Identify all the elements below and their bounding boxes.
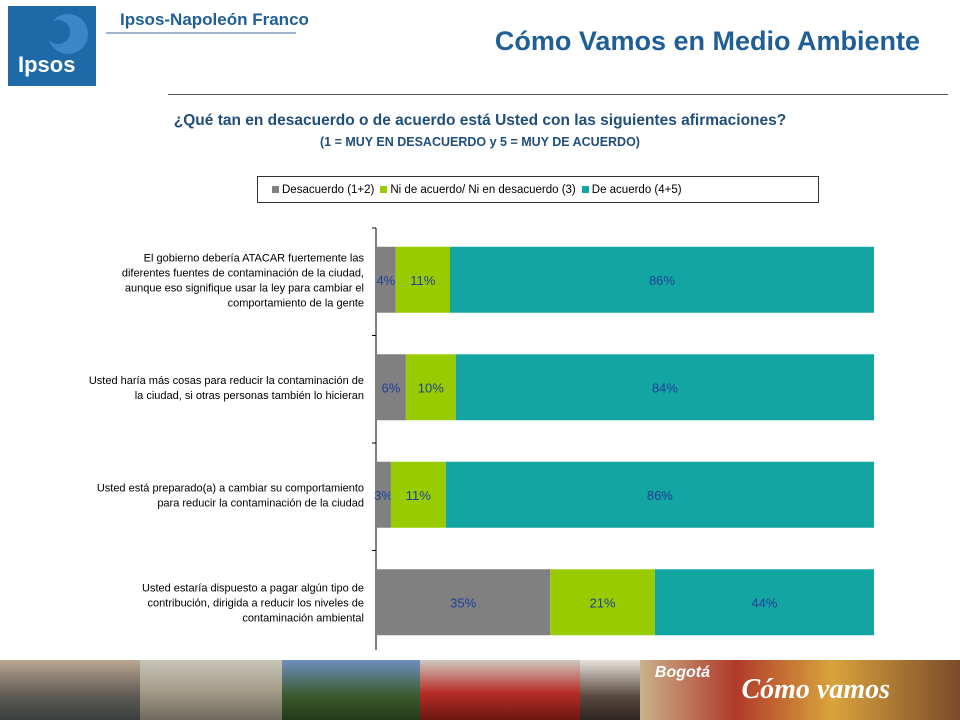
- chart-legend: Desacuerdo (1+2) Ni de acuerdo/ Ni en de…: [257, 176, 819, 203]
- data-label: 35%: [450, 595, 476, 610]
- photo-pedestrians: [580, 660, 640, 720]
- data-label: 4%: [376, 273, 395, 288]
- data-label: 84%: [652, 380, 678, 395]
- category-label: Usted estaría dispuesto a pagar algún ti…: [142, 582, 364, 624]
- data-label: 6%: [382, 380, 401, 395]
- category-label: Usted haría más cosas para reducir la co…: [89, 375, 364, 402]
- bar-segment: [449, 246, 874, 313]
- brand-name: Ipsos-Napoleón Franco: [120, 10, 309, 29]
- bar-segment: [550, 569, 655, 636]
- bar-segment: [405, 354, 456, 421]
- footer-bogota-text: Bogotá: [654, 664, 710, 681]
- legend-swatch-disagree: [272, 186, 279, 193]
- data-label: 86%: [649, 273, 675, 288]
- footer-como-vamos-text: Cómo vamos: [741, 674, 890, 705]
- footer-photo-strip: [0, 660, 960, 720]
- legend-swatch-agree: [581, 186, 589, 193]
- photo-bogota-como-vamos: [640, 660, 960, 720]
- data-label: 21%: [590, 595, 616, 610]
- data-label: 11%: [410, 273, 435, 288]
- data-label: 86%: [647, 488, 673, 503]
- brand-underline: [106, 32, 296, 34]
- legend-label-disagree: Desacuerdo (1+2): [282, 183, 375, 196]
- data-label: 11%: [406, 488, 431, 503]
- stacked-bar-chart: 4% 11% 86% El gobierno debería ATACAR fuert…: [89, 227, 874, 650]
- bar-segment: [455, 354, 874, 421]
- legend-item-agree: De acuerdo (4+5): [581, 183, 682, 196]
- title-divider: [168, 94, 948, 95]
- bar-segment: [654, 569, 874, 636]
- legend-label-neutral: Ni de acuerdo/ Ni en desacuerdo (3): [390, 183, 576, 196]
- bar-segment: [376, 246, 396, 313]
- logo-text: Ipsos: [18, 52, 76, 77]
- data-label: 10%: [418, 380, 444, 395]
- category-label: Usted está preparado(a) a cambiar su com…: [97, 482, 364, 509]
- legend-item-disagree: Desacuerdo (1+2): [272, 184, 374, 196]
- bar-segment: [376, 569, 551, 636]
- logo-head-icon: [46, 14, 88, 54]
- scale-note: (1 = MUY EN DESACUERDO y 5 = MUY DE ACUE…: [320, 135, 640, 149]
- photo-mountain: [282, 660, 420, 720]
- legend-swatch-neutral: [380, 186, 388, 193]
- data-label: 44%: [751, 595, 777, 610]
- bar-segment: [395, 246, 450, 313]
- data-label: 3%: [374, 488, 393, 503]
- ipsos-logo: Ipsos: [8, 6, 96, 86]
- photo-city-skyline: [0, 660, 140, 720]
- bar-segment: [445, 461, 874, 528]
- legend-item-neutral: Ni de acuerdo/ Ni en desacuerdo (3): [380, 183, 576, 196]
- bar-segment: [376, 461, 391, 528]
- page-title: Cómo Vamos en Medio Ambiente: [494, 26, 920, 56]
- survey-question: ¿Qué tan en desacuerdo o de acuerdo está…: [173, 112, 787, 129]
- bar-segment: [390, 461, 446, 528]
- photo-building: [140, 660, 282, 720]
- category-label: El gobierno debería ATACAR fuertemente l…: [122, 252, 365, 309]
- photo-transmilenio: [420, 660, 580, 720]
- bar-segment: [376, 354, 406, 421]
- legend-label-agree: De acuerdo (4+5): [591, 183, 682, 196]
